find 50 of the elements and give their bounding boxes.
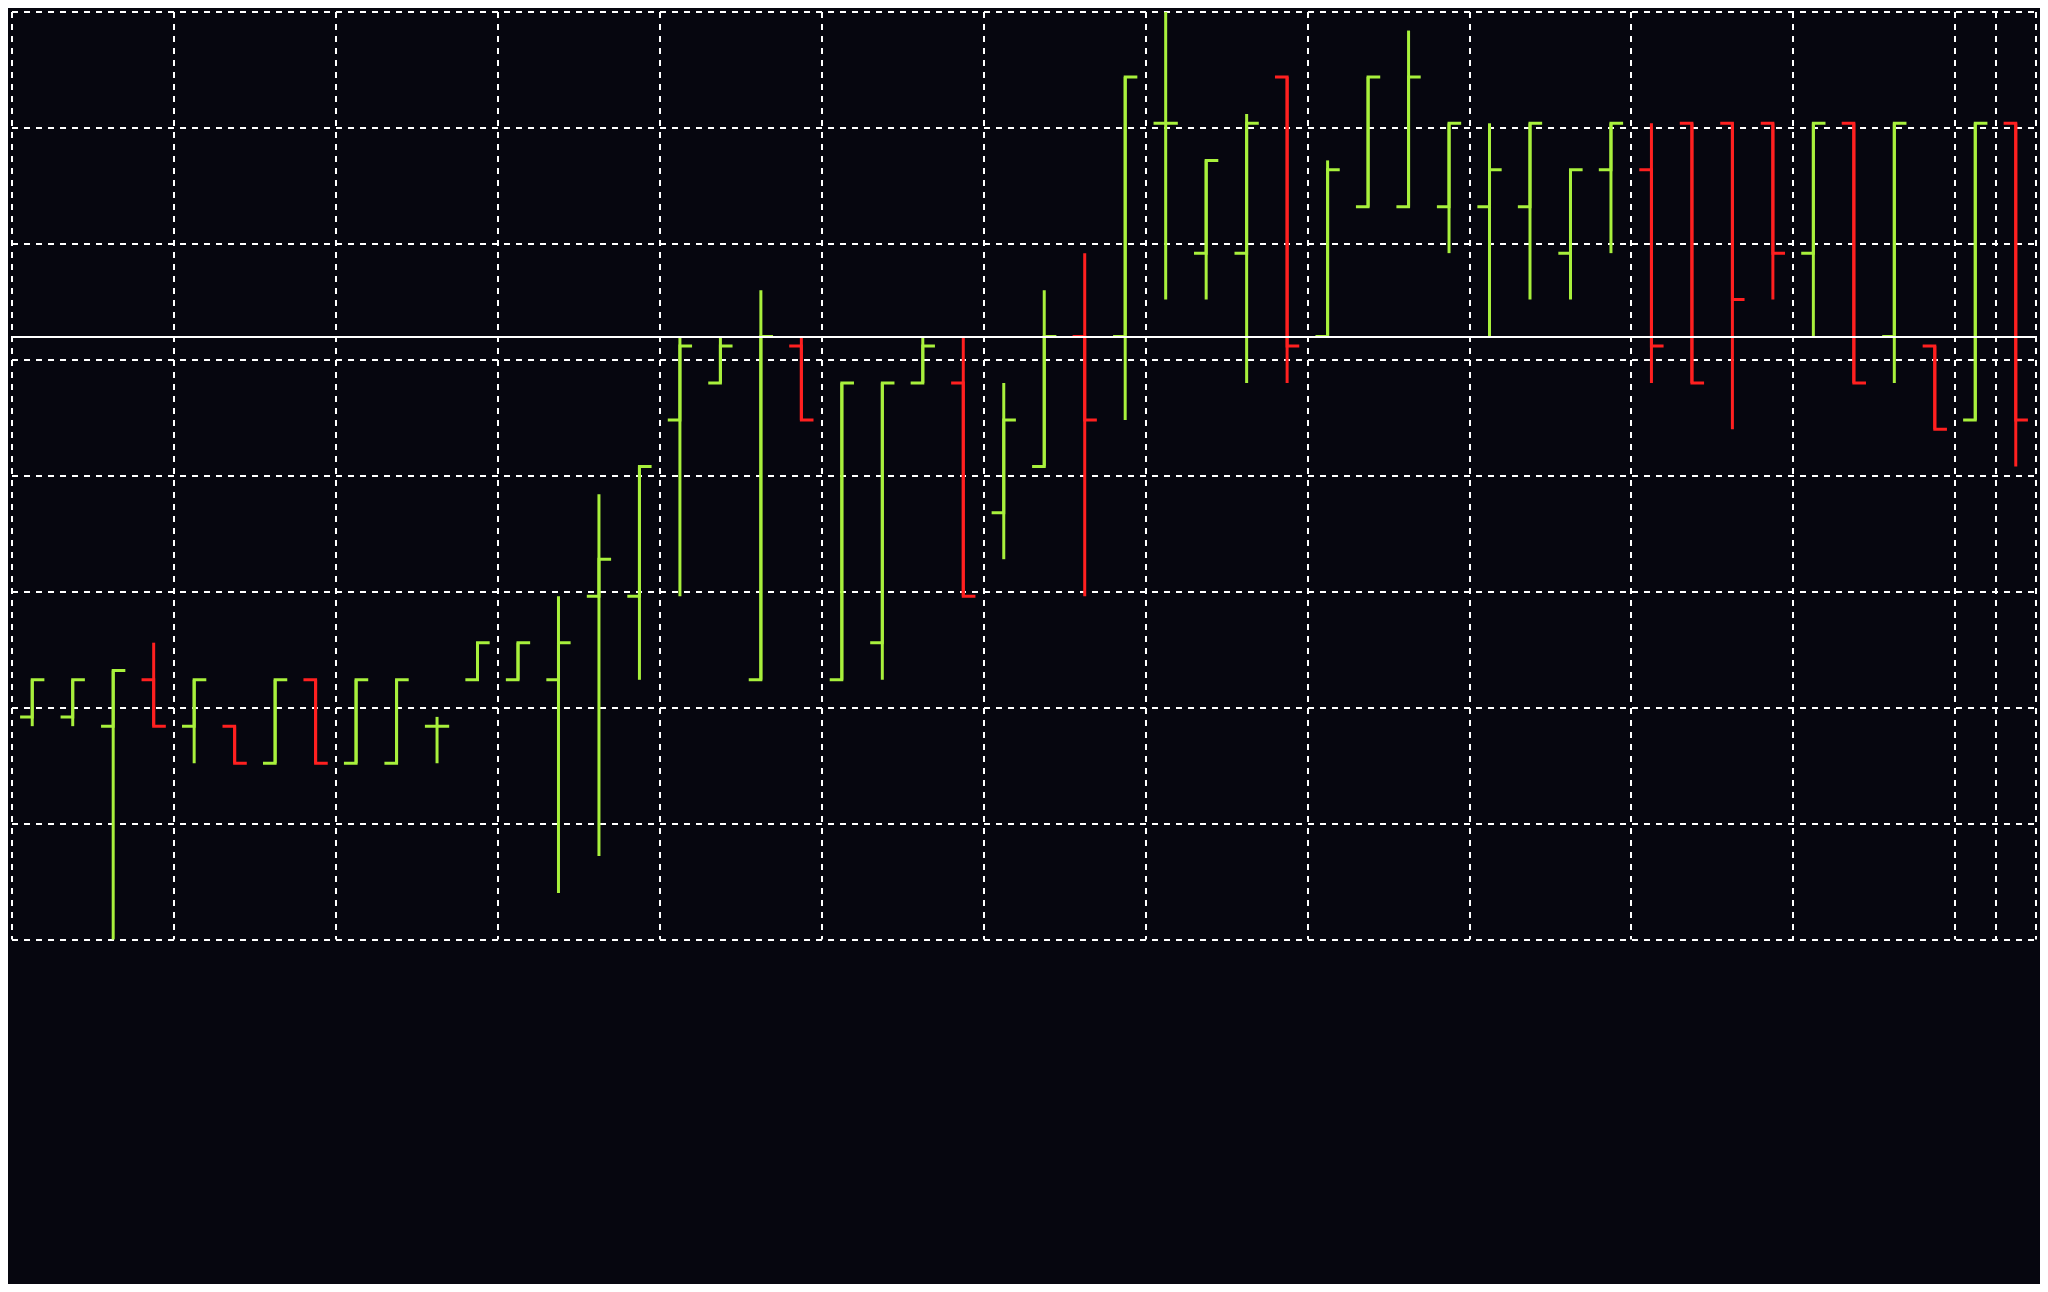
candlestick <box>1273 75 1301 383</box>
candlestick <box>1921 344 1949 431</box>
candlestick <box>382 678 411 765</box>
candlestick <box>949 336 977 598</box>
candlestick <box>1799 121 1827 337</box>
candlestick <box>1111 75 1139 421</box>
candlestick <box>1961 121 1989 422</box>
candlestick <box>747 290 775 682</box>
candlestick <box>706 336 735 385</box>
candlestick <box>1678 121 1706 385</box>
candlestick <box>1718 121 1747 430</box>
candlestick <box>787 336 815 422</box>
candlestick <box>18 678 46 728</box>
candlestick <box>990 382 1018 561</box>
candlestick <box>666 336 694 597</box>
candlestick <box>1152 12 1180 300</box>
candlestick <box>423 715 451 764</box>
candlestick <box>909 336 937 385</box>
candlestick <box>1556 168 1585 300</box>
candlestick <box>1637 123 1666 383</box>
candlestick <box>625 464 654 680</box>
candlestick <box>99 669 127 940</box>
candlestick <box>2002 121 2030 467</box>
candlestick <box>1840 121 1868 385</box>
candlestick <box>1192 158 1220 300</box>
candlestick <box>261 678 289 765</box>
candlestick <box>828 381 856 682</box>
candlestick <box>1233 114 1261 383</box>
candlestick <box>585 494 613 857</box>
candlestick <box>301 678 330 765</box>
candlestick <box>1759 121 1787 300</box>
candlestick <box>1030 290 1058 468</box>
candlestick <box>1475 123 1504 337</box>
candlestick <box>342 678 370 765</box>
candlestick <box>1354 75 1382 209</box>
candlestick <box>221 724 249 765</box>
candlestick <box>868 381 896 680</box>
candlestick <box>1435 121 1463 255</box>
candlestick <box>1071 253 1099 597</box>
candlestick <box>544 596 573 894</box>
candlestick <box>140 642 168 728</box>
candlestick <box>1313 160 1342 339</box>
candlestick <box>1394 30 1423 209</box>
candlestick <box>504 641 532 682</box>
candlestick <box>1880 121 1908 383</box>
candlestick <box>59 678 87 728</box>
candlestick <box>1516 121 1544 300</box>
candlestick <box>180 678 208 764</box>
candlestick <box>463 641 492 682</box>
candlestick <box>1597 121 1625 255</box>
